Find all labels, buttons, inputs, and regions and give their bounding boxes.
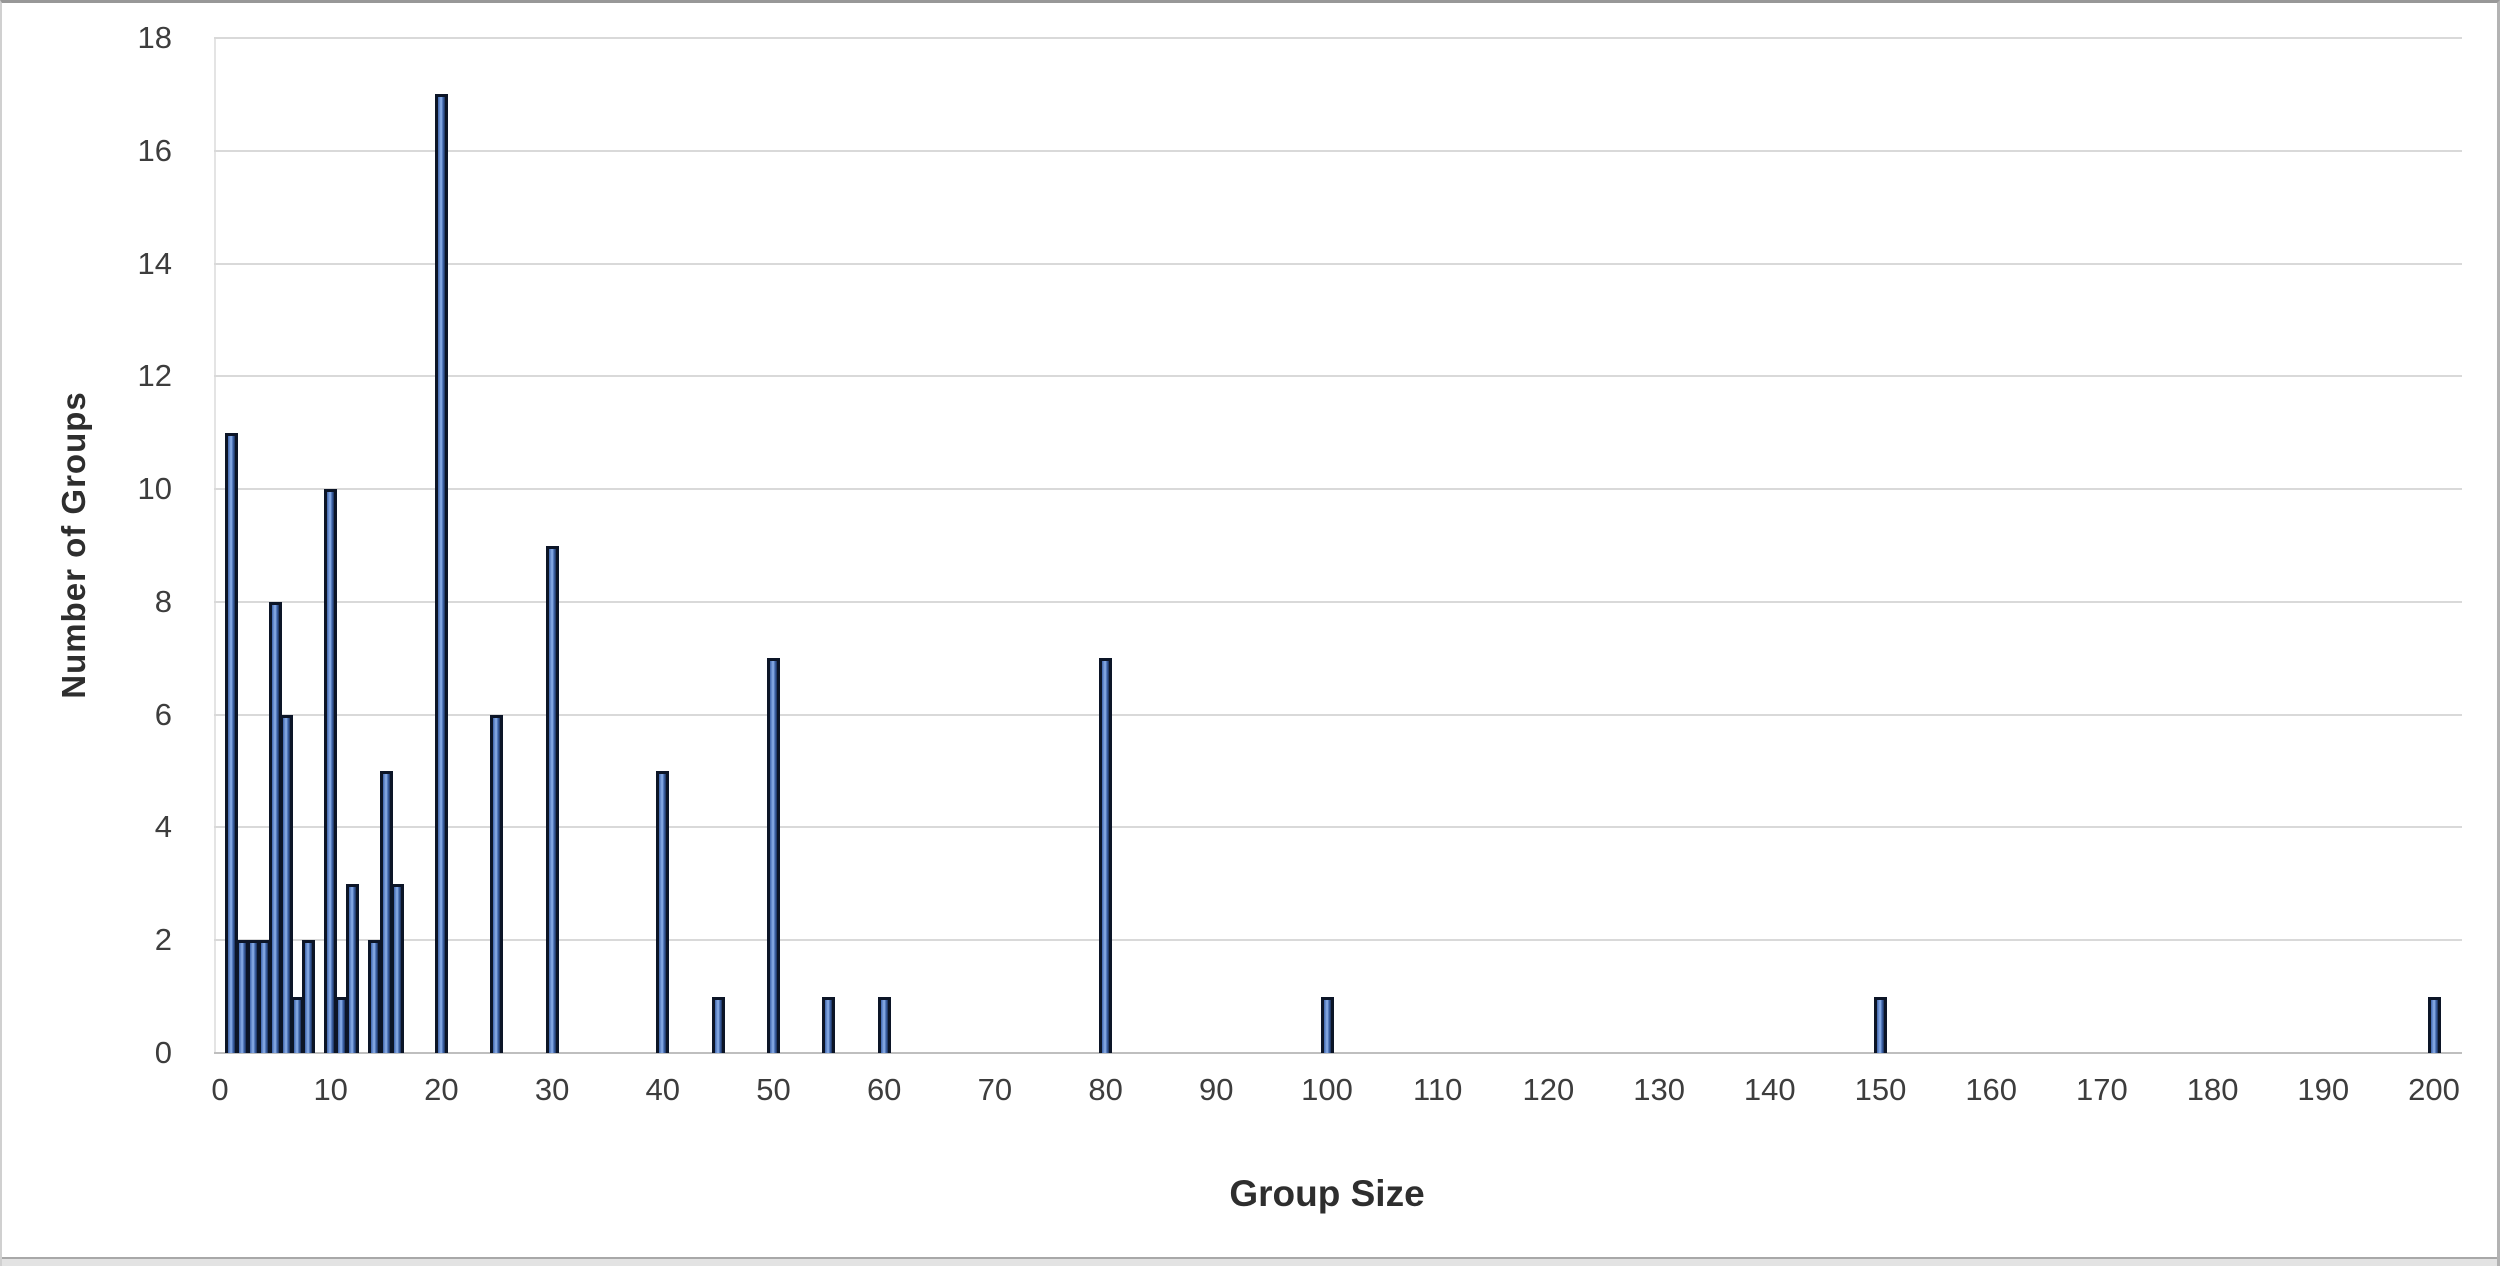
bar-group-size-30 [545,545,559,1053]
x-tick-label-100: 100 [1301,1072,1353,1107]
bar-group-size-50 [767,658,780,1053]
y-tick-label-0: 0 [154,1035,172,1070]
x-tick-label-200: 200 [2408,1072,2460,1107]
y-tick-label-14: 14 [137,245,172,281]
x-tick-label-90: 90 [1199,1072,1234,1107]
y-tick-label-8: 8 [154,583,172,619]
bar-group-size-40 [656,771,670,1053]
bar-group-size-55 [822,996,836,1053]
bar-group-size-25 [490,714,504,1053]
bar-group-size-80 [1099,658,1113,1053]
bar-group-size-60 [877,996,891,1053]
y-tick-label-12: 12 [137,358,172,394]
gridline-y-18 [214,37,2462,39]
x-tick-label-130: 130 [1633,1072,1685,1107]
x-tick-label-110: 110 [1412,1072,1463,1107]
bar-group-size-12 [346,883,360,1053]
bar-group-size-6 [279,714,293,1053]
x-tick-label-60: 60 [866,1072,902,1107]
y-tick-label-6: 6 [154,696,172,732]
x-tick-label-70: 70 [977,1072,1013,1107]
x-tick-label-80: 80 [1088,1072,1123,1107]
gridline-y-8 [214,600,2462,603]
bar-group-size-45 [711,996,725,1053]
x-tick-label-20: 20 [424,1072,459,1107]
x-tick-label-190: 190 [2297,1072,2350,1107]
bar-group-size-100 [1320,996,1334,1053]
x-tick-label-150: 150 [1854,1072,1907,1107]
bar-group-size-8 [302,940,316,1053]
y-axis-line [214,38,216,1053]
gridline-y-12 [214,375,2462,378]
gridline-y-14 [214,262,2462,265]
y-axis-title: Number of Groups [55,391,92,699]
frame-bottom-strip [2,1257,2497,1266]
x-tick-label-50: 50 [756,1072,791,1107]
bar-group-size-20 [434,94,448,1053]
x-tick-label-120: 120 [1522,1072,1575,1107]
x-tick-label-180: 180 [2186,1072,2239,1107]
gridline-y-4 [214,826,2462,829]
bar-group-size-1 [224,432,238,1053]
gridline-y-16 [214,149,2462,152]
bar-group-size-200 [2427,996,2441,1053]
y-tick-label-2: 2 [154,922,172,958]
gridline-y-6 [214,713,2462,716]
x-axis-title: Group Size [1229,1173,1425,1214]
x-tick-label-30: 30 [534,1072,570,1107]
y-tick-label-10: 10 [137,471,172,507]
bar-group-size-150 [1874,996,1887,1053]
x-tick-label-140: 140 [1743,1072,1796,1107]
gridline-y-10 [214,488,2462,491]
y-tick-label-18: 18 [137,20,172,55]
y-tick-label-16: 16 [137,132,172,168]
gridline-y-2 [214,939,2462,942]
x-tick-label-160: 160 [1965,1072,2018,1107]
x-tick-label-0: 0 [211,1072,229,1107]
x-tick-label-10: 10 [313,1072,348,1107]
bar-group-size-16 [390,883,404,1053]
y-tick-label-4: 4 [154,809,172,845]
x-tick-label-40: 40 [645,1072,681,1107]
x-axis-line [214,1052,2462,1054]
bar-group-size-10 [324,489,338,1053]
x-tick-label-170: 170 [2076,1072,2128,1107]
